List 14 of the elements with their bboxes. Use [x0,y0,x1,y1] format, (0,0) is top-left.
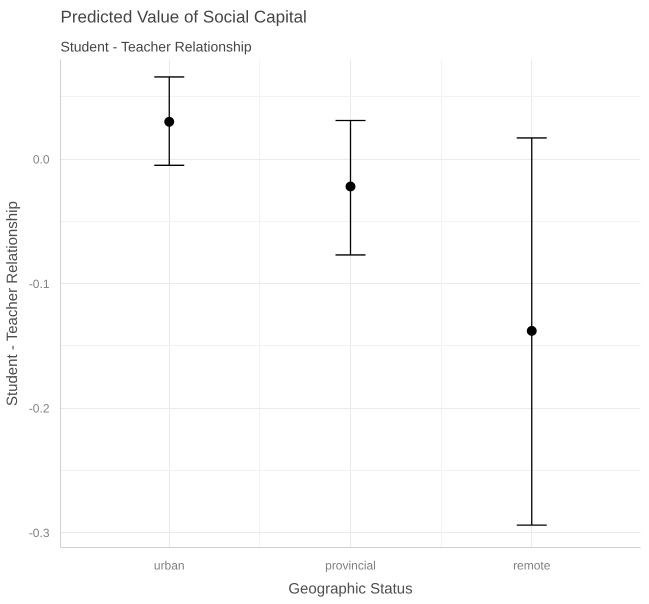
point [346,181,356,192]
chart-title: Predicted Value of Social Capital [60,8,307,26]
y-tick-label: 0.0 [32,152,50,167]
x-tick-label: provincial [325,558,376,572]
x-axis-title: Geographic Status [288,580,413,598]
y-axis-title: Student - Teacher Relationship [4,201,21,406]
x-tick-label: urban [154,558,185,572]
y-tick-label: -0.1 [28,277,50,292]
y-tick-label: -0.3 [28,526,50,540]
y-tick-label: -0.2 [28,402,50,416]
x-tick-label: remote [513,558,551,572]
point [164,116,174,127]
chart-subtitle: Student - Teacher Relationship [60,38,252,54]
point [526,326,537,336]
